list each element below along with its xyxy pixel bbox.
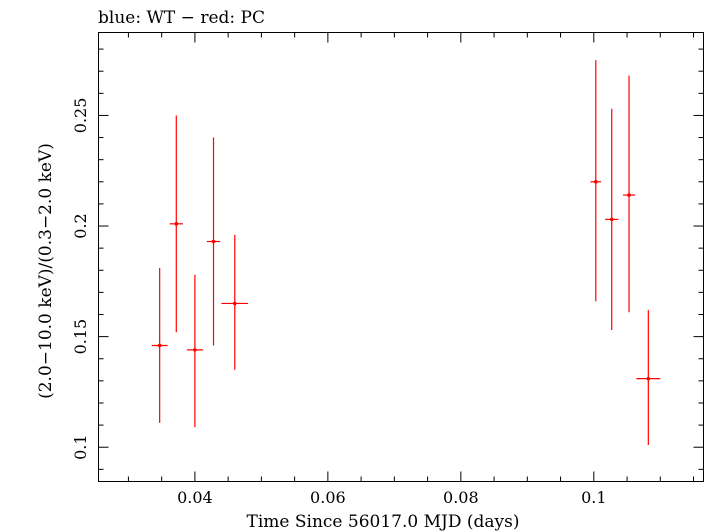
data-point (206, 137, 221, 346)
x-tick-labels: 0.04 0.06 0.08 0.1 (177, 488, 606, 507)
data-point (151, 268, 168, 423)
data-marker (174, 222, 179, 226)
y-tick-label: 0.2 (71, 213, 90, 238)
data-point (221, 234, 249, 370)
y-tick-label: 0.1 (71, 434, 90, 459)
y-tick-label: 0.25 (71, 98, 90, 134)
x-tick-label: 0.06 (310, 488, 346, 507)
plot-frame (98, 32, 704, 482)
data-marker (627, 193, 631, 197)
data-marker (157, 343, 162, 348)
data-point (590, 60, 602, 302)
plot-area: 0.04 0.06 0.08 0.1 0.1 0.15 0.2 0.25 (71, 32, 704, 507)
chart-title: blue: WT − red: PC (98, 8, 265, 28)
data-marker (646, 376, 651, 381)
data-marker (593, 179, 598, 184)
x-axis-label: Time Since 56017.0 MJD (days) (247, 512, 520, 532)
data-point (605, 108, 619, 330)
data-marker (193, 348, 197, 352)
y-tick-labels: 0.1 0.15 0.2 0.25 (71, 98, 90, 460)
data-point (186, 274, 203, 428)
x-tick-label: 0.1 (581, 488, 606, 507)
data-point (623, 75, 636, 313)
data-point (169, 115, 183, 333)
x-tick-label: 0.04 (177, 488, 213, 507)
data-marker (211, 239, 216, 244)
data-marker (232, 301, 237, 306)
data-marker (609, 217, 614, 222)
data-points (151, 60, 661, 446)
y-axis-label: (2.0−10.0 keV)/(0.3−2.0 keV) (36, 143, 56, 399)
axis-ticks (98, 32, 704, 482)
x-tick-label: 0.08 (443, 488, 479, 507)
y-tick-label: 0.15 (71, 319, 90, 355)
data-point (636, 310, 661, 446)
